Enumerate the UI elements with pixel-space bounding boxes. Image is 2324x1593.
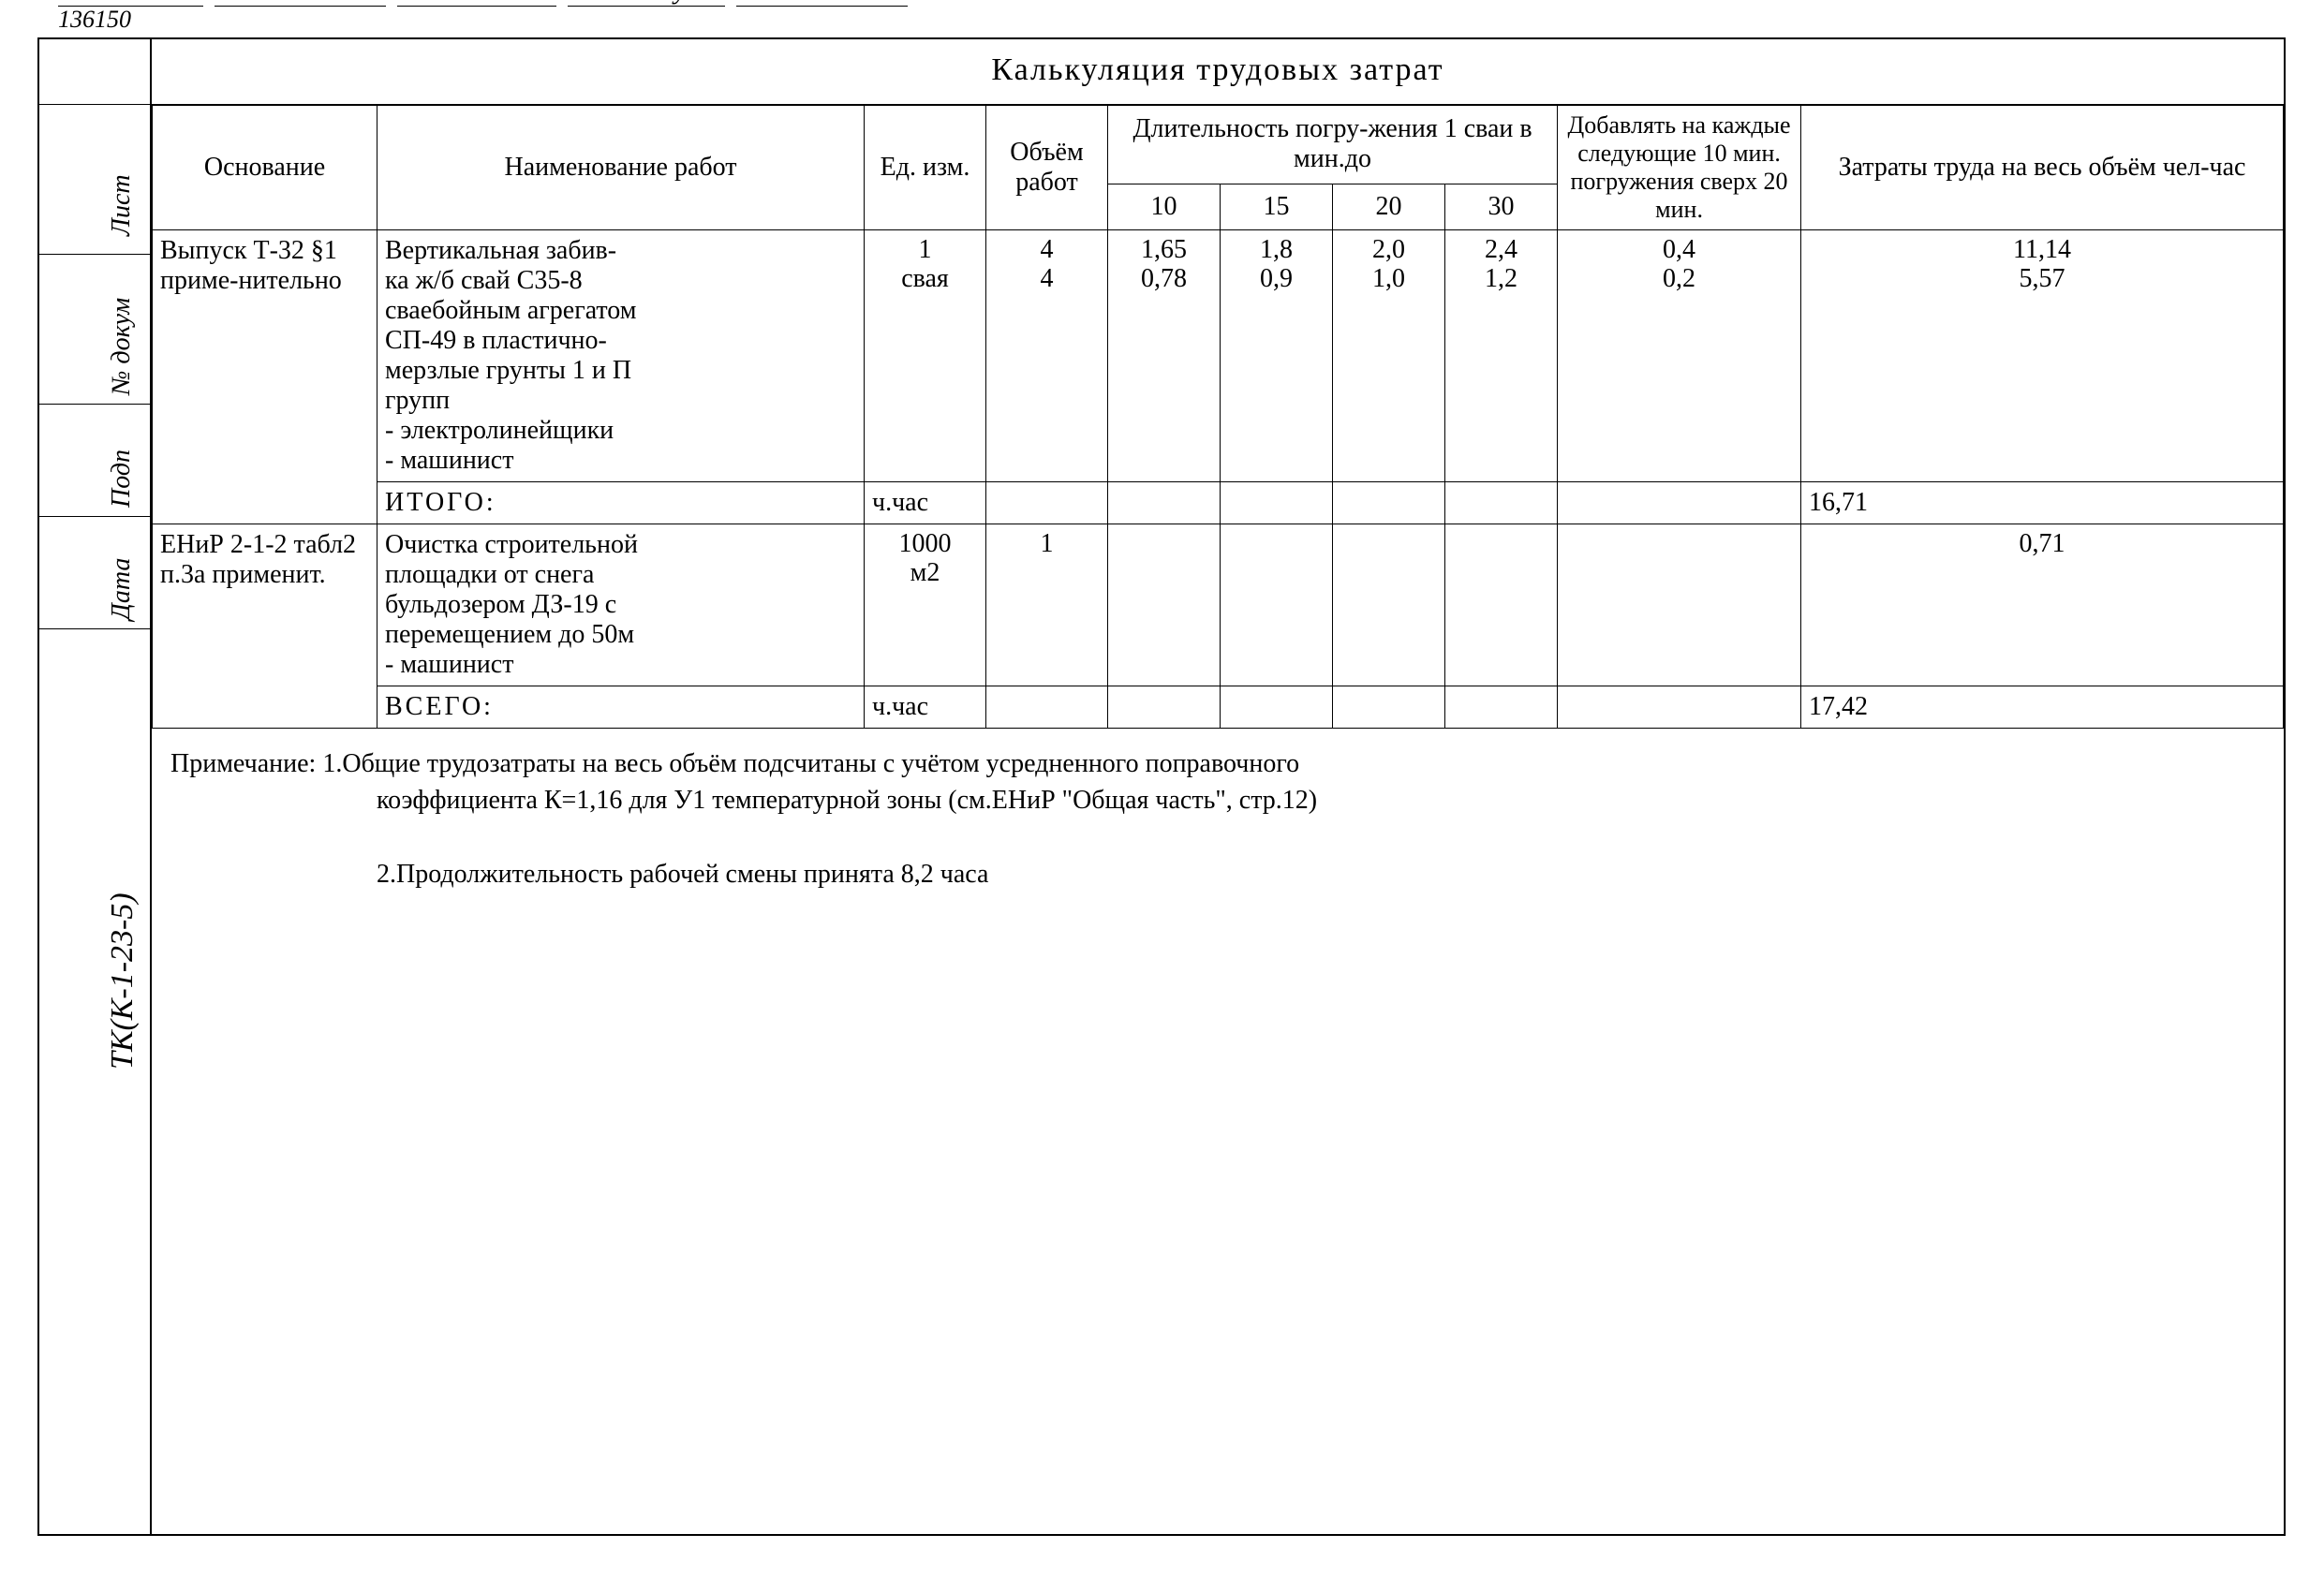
table-body: Выпуск Т-32 §1 приме-нительно Вертикальн… — [153, 230, 2284, 729]
table-row: ЕНиР 2-1-2 табл2 п.3а применит. Очистка … — [153, 524, 2284, 686]
hdr-word: Взам. инв.№ — [397, 0, 556, 7]
col-name: Наименование работ — [377, 106, 865, 230]
page-frame: Инв.№подл Подп. и дата Взам. инв.№ Инв.№… — [37, 37, 2286, 1536]
cell-unit: 1 свая — [872, 236, 978, 294]
header-signatures: Инв.№подл Подп. и дата Взам. инв.№ Инв.№… — [39, 0, 2284, 7]
page-title: Калькуляция трудовых затрат — [152, 39, 2284, 105]
left-rail: Лист № докум Подп Дата ТК(К-1-23-5) — [39, 39, 152, 1534]
rail-label: Подп — [107, 450, 137, 508]
hdr-word: Инв.№ дубл. — [568, 0, 725, 7]
col-add: Добавлять на каждые следующие 10 мин. по… — [1558, 106, 1801, 230]
col-duration: Длительность погру-жения 1 сваи в мин.до — [1108, 106, 1558, 184]
hdr-word: Подп. и дата — [215, 0, 386, 7]
col-labor: Затраты труда на весь объём чел-час — [1801, 106, 2284, 230]
cell-d20: 2,0 1,0 — [1340, 236, 1437, 294]
doc-number: 136150 — [58, 6, 131, 34]
cell-labor: 0,71 — [1809, 530, 2275, 559]
notes-block: Примечание: 1.Общие трудозатраты на весь… — [152, 729, 2284, 909]
vsego-label: ВСЕГО: — [377, 686, 865, 729]
table-row: Выпуск Т-32 §1 приме-нительно Вертикальн… — [153, 230, 2284, 482]
note-2: 2.Продолжительность рабочей смены принят… — [170, 856, 988, 892]
cell-name: Вертикальная забив- ка ж/б свай С35-8 св… — [377, 230, 865, 482]
cell-labor: 11,14 5,57 — [1809, 236, 2275, 294]
note-1a: 1.Общие трудозатраты на весь объём подсч… — [322, 749, 1299, 778]
cell-vol: 4 4 — [994, 236, 1100, 294]
rail-label: Лист — [107, 174, 137, 236]
col-d10: 10 — [1108, 184, 1221, 229]
itogo-labor: 16,71 — [1801, 482, 2284, 524]
table-row-itogo: ИТОГО: ч.час 16,71 — [153, 482, 2284, 524]
doc-code: ТК(К-1-23-5) — [105, 892, 141, 1069]
col-d20: 20 — [1333, 184, 1445, 229]
cell-vol: 1 — [994, 530, 1100, 559]
itogo-unit: ч.час — [865, 482, 986, 524]
itogo-label: ИТОГО: — [377, 482, 865, 524]
cell-d30: 2,4 1,2 — [1453, 236, 1549, 294]
col-d30: 30 — [1445, 184, 1558, 229]
cell-basis: ЕНиР 2-1-2 табл2 п.3а применит. — [153, 524, 377, 729]
rail-label: Дата — [107, 558, 137, 620]
col-unit: Ед. изм. — [865, 106, 986, 230]
col-d15: 15 — [1221, 184, 1333, 229]
rail-label: № докум — [107, 298, 137, 395]
content-area: Калькуляция трудовых затрат Основание На… — [152, 39, 2284, 1534]
notes-label: Примечание: — [170, 749, 316, 778]
hdr-word: Подп. и дата — [736, 0, 908, 7]
cell-d10: 1,65 0,78 — [1116, 236, 1212, 294]
cell-name: Очистка строительной площадки от снега б… — [377, 524, 865, 686]
col-volume: Объём работ — [986, 106, 1108, 230]
table-row-vsego: ВСЕГО: ч.час 17,42 — [153, 686, 2284, 729]
cell-unit: 1000 м2 — [872, 530, 978, 588]
col-basis: Основание — [153, 106, 377, 230]
vsego-labor: 17,42 — [1801, 686, 2284, 729]
cell-d15: 1,8 0,9 — [1228, 236, 1325, 294]
cell-basis: Выпуск Т-32 §1 приме-нительно — [153, 230, 377, 524]
vsego-unit: ч.час — [865, 686, 986, 729]
note-1b: коэффициента К=1,16 для У1 температурной… — [170, 782, 1317, 819]
labor-table: Основание Наименование работ Ед. изм. Об… — [152, 105, 2284, 729]
cell-add: 0,4 0,2 — [1565, 236, 1793, 294]
